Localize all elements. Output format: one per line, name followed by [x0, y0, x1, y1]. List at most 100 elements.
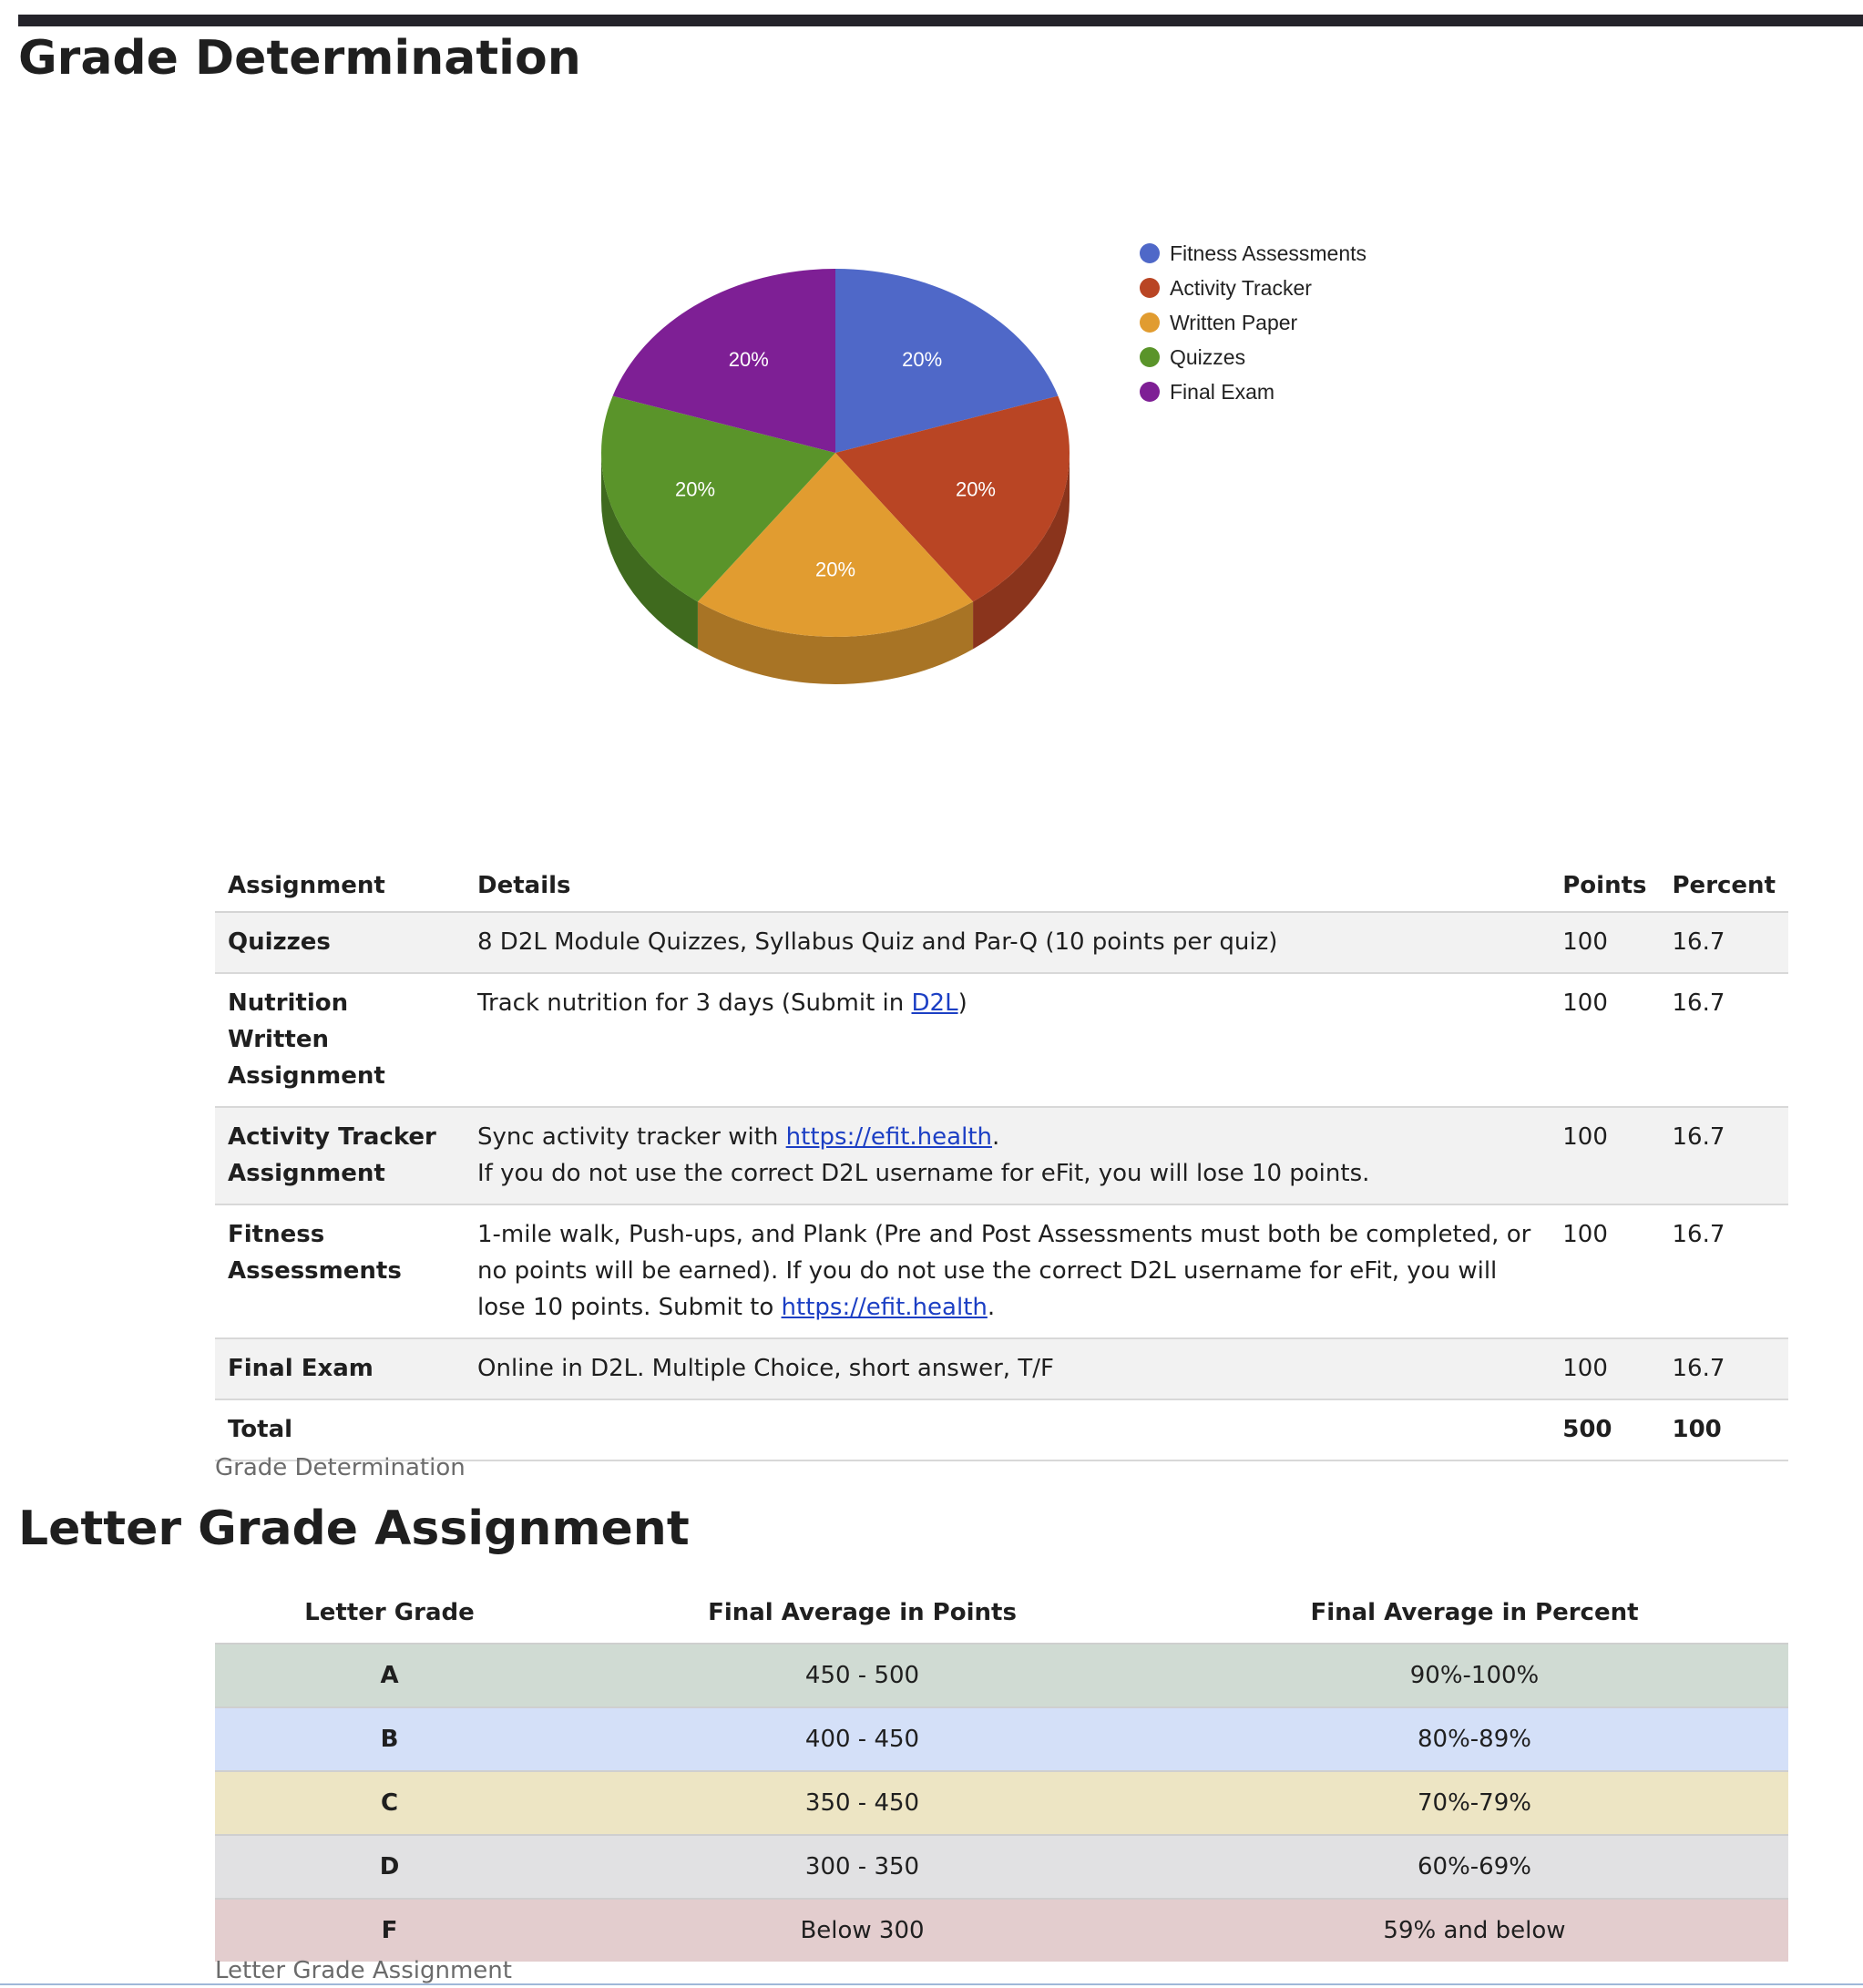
details-text: Track nutrition for 3 days (Submit in [477, 989, 912, 1017]
slice-value-label: 20% [815, 558, 855, 580]
letter-grade: C [380, 1789, 399, 1817]
letter-table-header-row: Letter Grade Final Average in Points Fin… [215, 1583, 1788, 1644]
grade-percent-range: 60%-69% [1418, 1853, 1531, 1880]
assignment-percent: 16.7 [1672, 1355, 1725, 1382]
pie-slice-3 [601, 395, 835, 602]
pie-slice-0 [835, 269, 1059, 453]
assignment-points: 100 [1562, 1221, 1608, 1248]
total-row: Total 500 100 [215, 1399, 1788, 1460]
header-final-points: Final Average in Points [708, 1599, 1017, 1626]
legend-item-label: Fitness Assessments [1170, 241, 1367, 265]
grade-percent-range: 80%-89% [1418, 1726, 1531, 1753]
assignment-name: Activity Tracker Assignment [228, 1123, 436, 1187]
details-text: If you do not use the correct D2L userna… [477, 1160, 1370, 1187]
legend-swatch [1140, 313, 1160, 333]
letter-grade: F [381, 1917, 398, 1944]
assignment-name: Quizzes [228, 928, 331, 956]
assignment-details: 1-mile walk, Push-ups, and Plank (Pre an… [465, 1204, 1550, 1338]
pie-slice-2 [697, 453, 974, 637]
legend-swatch [1140, 243, 1160, 263]
efit-link[interactable]: https://efit.health [785, 1123, 992, 1151]
letter-grade: B [380, 1726, 399, 1753]
legend-swatch [1140, 347, 1160, 367]
assignment-percent: 16.7 [1672, 1123, 1725, 1151]
table-row: D 300 - 350 60%-69% [215, 1835, 1788, 1899]
table-row: Activity Tracker Assignment Sync activit… [215, 1107, 1788, 1204]
slice-value-label: 20% [675, 477, 715, 500]
pie-side-2 [697, 601, 974, 685]
legend-swatch [1140, 382, 1160, 402]
total-percent: 100 [1672, 1416, 1722, 1443]
slice-value-label: 20% [729, 348, 769, 371]
table-row: Nutrition Written Assignment Track nutri… [215, 973, 1788, 1107]
assignment-points: 100 [1562, 1355, 1608, 1382]
grade-percent-range: 70%-79% [1418, 1789, 1531, 1817]
grade-determination-table: Assignment Details Points Percent Quizze… [215, 856, 1788, 1461]
d2l-link[interactable]: D2L [911, 989, 958, 1017]
assignment-details: Online in D2L. Multiple Choice, short an… [477, 1355, 1054, 1382]
efit-link[interactable]: https://efit.health [781, 1294, 988, 1321]
slice-value-label: 20% [902, 348, 942, 371]
grade-points-range: 350 - 450 [804, 1789, 920, 1817]
letter-grade: A [380, 1662, 399, 1689]
grade-table-header-row: Assignment Details Points Percent [215, 856, 1788, 912]
legend-item-label: Final Exam [1170, 380, 1274, 404]
legend-item-label: Quizzes [1170, 345, 1245, 369]
total-details [465, 1399, 1550, 1460]
table-row: C 350 - 450 70%-79% [215, 1771, 1788, 1835]
details-text: ) [957, 989, 967, 1017]
assignment-percent: 16.7 [1672, 989, 1725, 1017]
slice-value-label: 20% [956, 477, 996, 500]
grade-determination-heading: Grade Determination [18, 31, 581, 86]
grade-points-range: 400 - 450 [804, 1726, 920, 1753]
grade-table-caption: Grade Determination [215, 1454, 466, 1481]
header-points: Points [1562, 872, 1647, 899]
letter-grade: D [379, 1853, 400, 1880]
details-text: . [992, 1123, 1000, 1151]
assignment-details: 8 D2L Module Quizzes, Syllabus Quiz and … [477, 928, 1278, 956]
pie-slice-1 [835, 395, 1070, 602]
table-row: A 450 - 500 90%-100% [215, 1644, 1788, 1707]
pie-side-3 [601, 453, 698, 650]
grade-percent-range: 90%-100% [1409, 1662, 1540, 1689]
letter-table-caption: Letter Grade Assignment [215, 1957, 512, 1984]
assignment-percent: 16.7 [1672, 928, 1725, 956]
grade-percent-range: 59% and below [1383, 1917, 1566, 1944]
table-row: Final Exam Online in D2L. Multiple Choic… [215, 1338, 1788, 1399]
grade-pie-chart: 20% 20% 20% 20% 20% Fitness Assessments Activi… [583, 228, 1403, 702]
details-text: . [987, 1294, 996, 1321]
total-label: Total [228, 1416, 293, 1443]
table-row: Fitness Assessments 1-mile walk, Push-up… [215, 1204, 1788, 1338]
pie-slice-4 [612, 269, 835, 453]
legend-item-label: Written Paper [1170, 311, 1298, 334]
assignment-points: 100 [1562, 989, 1608, 1017]
table-row: B 400 - 450 80%-89% [215, 1707, 1788, 1771]
header-percent: Percent [1672, 872, 1776, 899]
legend-item-label: Activity Tracker [1170, 276, 1312, 300]
header-assignment: Assignment [228, 872, 385, 899]
assignment-points: 100 [1562, 928, 1608, 956]
page-bottom-border [0, 1983, 1863, 1985]
letter-grade-heading: Letter Grade Assignment [18, 1501, 690, 1556]
total-points: 500 [1562, 1416, 1612, 1443]
assignment-points: 100 [1562, 1123, 1608, 1151]
pie-side-1 [973, 453, 1070, 650]
assignment-details: Sync activity tracker with https://efit.… [465, 1107, 1550, 1204]
header-letter-grade: Letter Grade [304, 1599, 475, 1626]
letter-grade-table: Letter Grade Final Average in Points Fin… [215, 1583, 1788, 1962]
pie-chart-svg: 20% 20% 20% 20% 20% Fitness Assessments Activi… [601, 241, 1367, 685]
table-row: F Below 300 59% and below [215, 1899, 1788, 1962]
assignment-name: Nutrition Written Assignment [228, 989, 385, 1090]
table-row: Quizzes 8 D2L Module Quizzes, Syllabus Q… [215, 912, 1788, 973]
assignment-details: Track nutrition for 3 days (Submit in D2… [465, 973, 1550, 1107]
header-final-percent: Final Average in Percent [1310, 1599, 1639, 1626]
grade-points-range: 450 - 500 [804, 1662, 920, 1689]
grade-points-range: 300 - 350 [804, 1853, 920, 1880]
assignment-name: Fitness Assessments [228, 1221, 402, 1285]
details-text: 1-mile walk, Push-ups, and Plank (Pre an… [477, 1221, 1531, 1321]
legend-swatch [1140, 278, 1160, 298]
assignment-percent: 16.7 [1672, 1221, 1725, 1248]
assignment-name: Final Exam [228, 1355, 374, 1382]
header-details: Details [477, 872, 571, 899]
top-rule [18, 15, 1863, 26]
